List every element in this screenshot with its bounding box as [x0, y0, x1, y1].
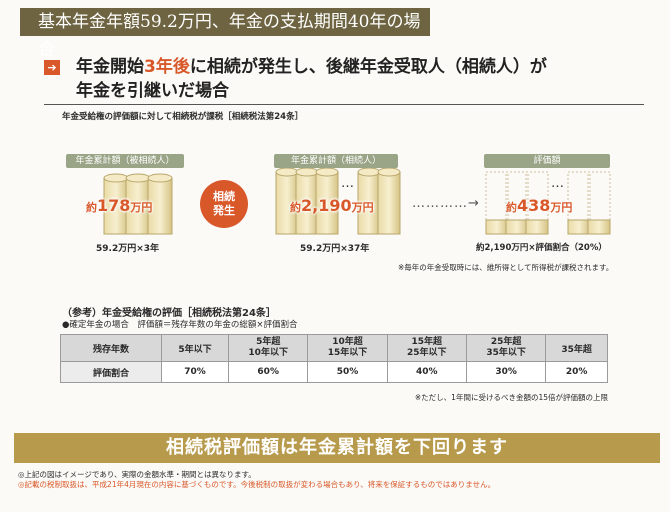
table-cell: 40% [386, 361, 467, 383]
column-header: 5年以下 [160, 334, 230, 362]
row-header: 評価割合 [60, 361, 162, 383]
conclusion-banner: 相続税評価額は年金累計額を下回ります [14, 433, 660, 463]
column-header: 25年超 35年以下 [465, 334, 547, 362]
table-row: 残存年数 5年以下 5年超 10年以下 10年超 15年以下 15年超 25年以… [60, 334, 608, 362]
tax-rule-note: 年金受給権の評価額に対して相続税が課税［相続税法第24条］ [62, 112, 304, 122]
column-header: 35年超 [545, 334, 608, 362]
caption-valuation: 約2,190万円×評価割合（20%） [476, 243, 607, 253]
label-valuation: 評価額 [484, 154, 610, 168]
amount-heir: 約2,190万円 [290, 196, 374, 215]
divider [44, 104, 644, 105]
column-header: 10年超 15年以下 [307, 334, 388, 362]
table-cell: 70% [160, 361, 230, 383]
heading-highlight: 3年後 [144, 57, 190, 77]
amount-deceased: 約178万円 [86, 196, 153, 215]
coin-diagram [103, 167, 611, 235]
heading-line-2: 年金を引継いだ場合 [76, 81, 229, 101]
caption-deceased: 59.2万円×3年 [96, 244, 160, 254]
label-deceased-total: 年金累計額（被相続人） [66, 154, 184, 168]
arrow-right-icon: ➔ [44, 60, 60, 75]
row-header: 残存年数 [60, 334, 162, 362]
income-tax-note: ※毎年の年金受取時には、維所得として所得税が課税されます。 [398, 263, 614, 272]
column-header: 5年超 10年以下 [228, 334, 309, 362]
coin-stack-deceased [103, 173, 173, 235]
ellipsis-heir: … [341, 176, 355, 191]
table-cell: 30% [465, 361, 547, 383]
table-cell: 50% [307, 361, 388, 383]
coin-stack-heir [275, 167, 401, 235]
ellipsis-valuation: … [551, 176, 565, 191]
valuation-ratio-table: 残存年数 5年以下 5年超 10年以下 10年超 15年以下 15年超 25年以… [60, 334, 608, 383]
table-footnote: ※ただし、1年間に受けるべき金額の15倍が評価額の上限 [414, 393, 608, 402]
page-header: 基本年金年額59.2万円、年金の支払期間40年の場合 [20, 8, 430, 60]
inheritance-bubble: 相続 発生 [200, 180, 248, 228]
table-cell: 60% [228, 361, 309, 383]
reference-title: （参考）年金受給権の評価［相続税法第24条］ [62, 308, 276, 319]
reference-subtitle: ●確定年金の場合 評価額＝残存年数の年金の総額×評価割合 [62, 320, 298, 330]
footnote-image-disclaimer: ◎上記の図はイメージであり、実際の金額水準・期間とは異なります。 [18, 470, 256, 479]
caption-heir: 59.2万円×37年 [300, 244, 370, 254]
table-row: 評価割合 70% 60% 50% 40% 30% 20% [60, 361, 608, 383]
heading-line-1: 年金開始3年後に相続が発生し、後継年金受取人（相続人）が [76, 57, 547, 77]
label-heir-total: 年金累計額（相続人） [274, 154, 398, 168]
footnote-tax-disclaimer: ◎記載の税制取扱は、平成21年4月現在の内容に基づくものです。今後税制の取扱が変… [18, 480, 496, 489]
table-cell: 20% [545, 361, 608, 383]
coin-stack-valuation [485, 171, 611, 235]
amount-valuation: 約438万円 [506, 196, 573, 215]
column-header: 15年超 25年以下 [386, 334, 467, 362]
flow-arrow: …………→ [412, 196, 480, 211]
